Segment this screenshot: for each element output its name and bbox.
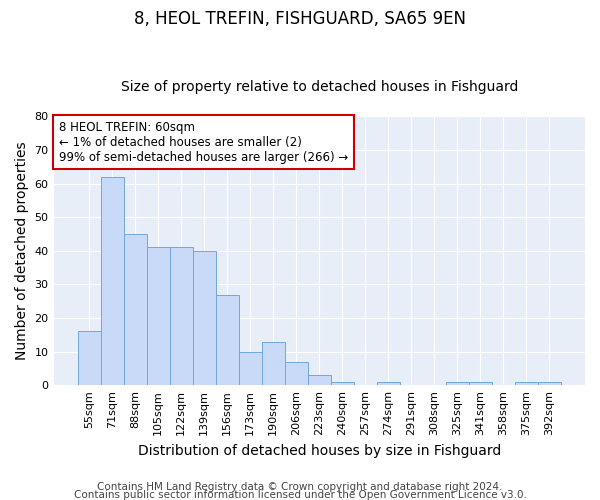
Y-axis label: Number of detached properties: Number of detached properties: [15, 142, 29, 360]
Text: 8, HEOL TREFIN, FISHGUARD, SA65 9EN: 8, HEOL TREFIN, FISHGUARD, SA65 9EN: [134, 10, 466, 28]
Bar: [308, 375, 331, 385]
Text: 8 HEOL TREFIN: 60sqm
← 1% of detached houses are smaller (2)
99% of semi-detache: 8 HEOL TREFIN: 60sqm ← 1% of detached ho…: [59, 120, 348, 164]
Bar: [262, 342, 285, 385]
Bar: [147, 248, 170, 385]
Bar: [377, 382, 400, 385]
Bar: [469, 382, 492, 385]
Bar: [331, 382, 354, 385]
Bar: [285, 362, 308, 385]
Bar: [239, 352, 262, 385]
Bar: [77, 332, 101, 385]
Text: Contains HM Land Registry data © Crown copyright and database right 2024.: Contains HM Land Registry data © Crown c…: [97, 482, 503, 492]
Bar: [538, 382, 561, 385]
Bar: [101, 177, 124, 385]
Title: Size of property relative to detached houses in Fishguard: Size of property relative to detached ho…: [121, 80, 518, 94]
Bar: [193, 251, 216, 385]
Bar: [515, 382, 538, 385]
Bar: [124, 234, 147, 385]
Bar: [446, 382, 469, 385]
Bar: [216, 294, 239, 385]
Bar: [170, 248, 193, 385]
X-axis label: Distribution of detached houses by size in Fishguard: Distribution of detached houses by size …: [137, 444, 501, 458]
Text: Contains public sector information licensed under the Open Government Licence v3: Contains public sector information licen…: [74, 490, 526, 500]
